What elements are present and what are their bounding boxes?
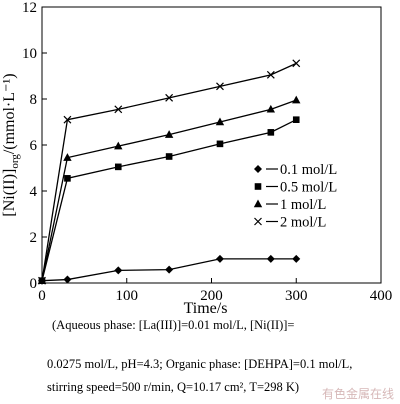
- legend-label: 0.5 mol/L: [280, 180, 337, 196]
- legend-label: 1 mol/L: [280, 197, 326, 213]
- x-tick-label: 100: [116, 288, 139, 304]
- y-tick-label: 0: [30, 276, 38, 292]
- data-point-diamond: [254, 165, 262, 173]
- y-tick-label: 10: [22, 46, 37, 62]
- data-point-square: [254, 183, 262, 190]
- x-tick-label: 400: [370, 288, 393, 304]
- data-point-diamond: [266, 254, 275, 263]
- data-point-triangle: [266, 104, 276, 113]
- legend-label: 2 mol/L: [280, 215, 326, 231]
- series-4: [38, 59, 301, 285]
- data-point-cross: [38, 276, 46, 285]
- data-point-cross: [266, 70, 275, 79]
- x-axis-label: Time/s: [184, 300, 228, 316]
- legend-item: 0.5 mol/L: [254, 180, 337, 196]
- data-point-triangle: [114, 141, 123, 150]
- caption-line-3: stirring speed=500 r/min, Q=10.17 cm², T…: [47, 380, 300, 394]
- data-point-cross: [63, 115, 72, 124]
- data-point-square: [267, 129, 275, 136]
- data-point-diamond: [215, 254, 224, 263]
- data-point-cross: [216, 82, 224, 91]
- data-point-diamond: [114, 266, 123, 275]
- data-point-triangle: [215, 117, 225, 126]
- plot-frame: [41, 6, 382, 284]
- legend-label: 0.1 mol/L: [280, 162, 337, 178]
- legend-item: 2 mol/L: [254, 215, 326, 231]
- data-point-square: [165, 153, 173, 160]
- data-point-square: [216, 140, 224, 148]
- data-point-diamond: [165, 265, 174, 274]
- data-point-triangle: [253, 199, 263, 208]
- series-line: [41, 99, 297, 281]
- watermark: 有色金属在线: [321, 387, 394, 401]
- data-point-cross: [165, 93, 174, 102]
- data-point-triangle: [63, 153, 72, 161]
- data-point-cross: [114, 105, 123, 114]
- data-point-triangle: [164, 130, 174, 138]
- caption-line-1: (Aqueous phase: [La(III)]=0.01 mol/L, [N…: [52, 318, 295, 332]
- series-1: [38, 254, 301, 285]
- x-tick-label: 300: [285, 288, 308, 304]
- data-point-cross: [292, 59, 301, 68]
- data-point-square: [292, 116, 300, 123]
- y-axis-label: [Ni(II)]org/(mmol·L⁻¹): [1, 73, 21, 216]
- data-point-diamond: [63, 275, 72, 284]
- data-point-diamond: [292, 254, 301, 263]
- legend-item: 0.1 mol/L: [254, 162, 337, 178]
- chart: 0 100 200 300 400 0 2 4 6 8 10 12 Time/s [Ni(II)]org/…: [1, 0, 393, 316]
- y-tick-label: 12: [22, 0, 37, 16]
- x-tick-label: 0: [38, 288, 46, 304]
- data-point-square: [114, 163, 122, 171]
- data-point-square: [64, 175, 71, 182]
- caption-line-2: 0.0275 mol/L, pH=4.3; Organic phase: [DE…: [47, 357, 353, 371]
- data-point-triangle: [292, 95, 301, 104]
- y-tick-label: 6: [30, 138, 38, 154]
- x-tick-label: 200: [200, 288, 223, 304]
- legend-item: 1 mol/L: [253, 197, 326, 213]
- y-tick-label: 2: [30, 230, 38, 246]
- y-tick-label: 8: [30, 92, 38, 108]
- y-tick-label: 4: [30, 184, 38, 200]
- data-point-cross: [254, 217, 262, 226]
